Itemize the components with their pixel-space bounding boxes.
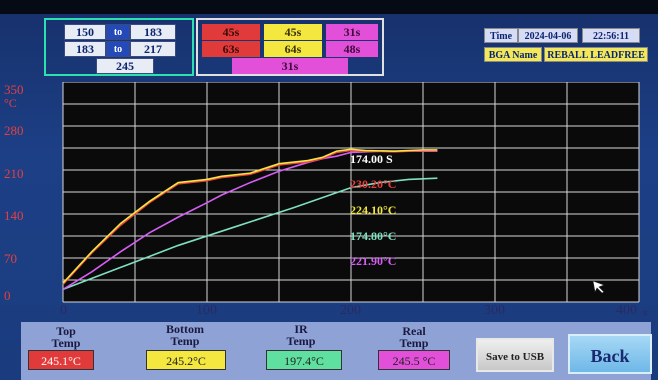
x-tick-400: 400 <box>616 303 637 318</box>
zone-table <box>44 18 194 76</box>
series-line-3 <box>62 177 438 291</box>
zone-2-start: 183 <box>64 41 106 57</box>
time-3-peak: 31s <box>232 58 348 74</box>
y-tick-350: 350 <box>4 82 24 97</box>
top-temp-readout: 230.20°C <box>350 177 397 191</box>
screen-bezel <box>0 0 658 14</box>
top-temp-value: 245.1°C <box>28 350 94 370</box>
back-button[interactable]: Back <box>568 334 652 374</box>
ir-temp-readout: 174.80°C <box>350 229 397 243</box>
y-tick-0: 0 <box>4 288 11 303</box>
x-tick-200: 200 <box>340 303 361 318</box>
bottom-temp-value: 245.2°C <box>146 350 226 370</box>
x-tick-100: 100 <box>196 303 217 318</box>
ir-temp-label: IR Temp <box>286 322 316 348</box>
zone-2-to: to <box>106 41 130 57</box>
time-1-bottom: 45s <box>264 24 322 40</box>
y-tick-70: 70 <box>4 251 17 266</box>
x-axis-unit: s <box>643 307 648 319</box>
bottom-temp-readout: 224.10°C <box>350 203 397 217</box>
zone-2-end: 217 <box>130 41 176 57</box>
zone-1-start: 150 <box>64 24 106 40</box>
bga-name-value: REBALL LEADFREE <box>544 47 648 62</box>
clock-value: 22:56:11 <box>582 28 640 43</box>
zone-3-peak: 245 <box>96 58 154 74</box>
ir-temp-value: 197.4°C <box>266 350 342 370</box>
temperature-profile-chart <box>62 82 640 303</box>
bga-name-label: BGA Name <box>484 47 542 62</box>
time-1-top: 45s <box>202 24 260 40</box>
y-tick-210: 210 <box>4 166 24 181</box>
time-1-ir: 31s <box>326 24 378 40</box>
real-temp-readout: 221.90°C <box>350 254 397 268</box>
bottom-temp-label: Bottom Temp <box>166 322 204 348</box>
zone-1-end: 183 <box>130 24 176 40</box>
x-tick-0: 0 <box>60 303 67 318</box>
save-to-usb-button[interactable]: Save to USB <box>476 338 554 372</box>
time-2-bottom: 64s <box>264 41 322 57</box>
zone-1-to: to <box>106 24 130 40</box>
y-tick-140: 140 <box>4 208 24 223</box>
time-readout: 174.00 S <box>350 152 393 166</box>
real-temp-label: Real Temp <box>399 324 429 350</box>
time-2-top: 63s <box>202 41 260 57</box>
real-temp-value: 245.5 °C <box>378 350 450 370</box>
y-axis-unit: °C <box>4 96 17 110</box>
x-tick-300: 300 <box>484 303 505 318</box>
date-value: 2024-04-06 <box>518 28 578 43</box>
series-line-0 <box>62 148 438 284</box>
top-temp-label: Top Temp <box>51 324 81 350</box>
time-2-ir: 48s <box>326 41 378 57</box>
time-table <box>196 18 384 76</box>
time-label: Time <box>484 28 518 43</box>
cursor-arrow-icon <box>592 280 605 294</box>
y-tick-280: 280 <box>4 123 24 138</box>
